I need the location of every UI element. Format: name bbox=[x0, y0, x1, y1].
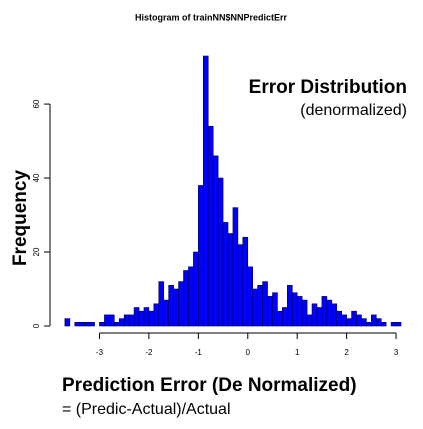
bar bbox=[123, 314, 130, 327]
annotation: Error Distribution bbox=[249, 77, 407, 98]
bar bbox=[247, 266, 254, 327]
y-tick-label: 40 bbox=[32, 173, 41, 182]
annotation: (denormalized) bbox=[300, 102, 407, 119]
bar bbox=[336, 310, 342, 327]
bar bbox=[375, 318, 382, 327]
bar bbox=[306, 314, 313, 327]
bar bbox=[158, 281, 165, 327]
bar bbox=[153, 303, 160, 327]
bar bbox=[301, 299, 308, 327]
bar bbox=[188, 266, 194, 327]
bar bbox=[104, 314, 110, 327]
bar bbox=[390, 322, 397, 327]
bar bbox=[252, 288, 258, 327]
bar bbox=[109, 314, 115, 327]
x-axis-label: Prediction Error (De Normalized) bbox=[62, 375, 357, 396]
bar bbox=[89, 322, 95, 327]
bar bbox=[193, 251, 199, 327]
bar bbox=[277, 310, 283, 327]
bar bbox=[282, 307, 288, 327]
y-axis-label: Frequency bbox=[10, 170, 31, 267]
bar bbox=[311, 303, 318, 327]
x-tick-label: -2 bbox=[145, 348, 153, 357]
bar bbox=[178, 281, 184, 327]
bar bbox=[296, 296, 303, 327]
bar bbox=[79, 322, 85, 327]
x-tick-label: -3 bbox=[96, 348, 104, 357]
x-tick-label: 2 bbox=[344, 348, 349, 357]
bar bbox=[326, 299, 333, 327]
bar bbox=[222, 222, 229, 327]
x-tick-label: 3 bbox=[394, 348, 399, 357]
x-tick-label: -1 bbox=[195, 348, 203, 357]
y-tick-label: 60 bbox=[32, 99, 41, 108]
bar bbox=[99, 322, 105, 327]
bar bbox=[212, 155, 219, 327]
bar bbox=[356, 314, 362, 327]
bar bbox=[272, 292, 278, 327]
chart-title: Histogram of trainNN$NNPredictErr bbox=[135, 12, 288, 22]
bar bbox=[133, 307, 140, 327]
bar bbox=[316, 307, 323, 327]
bar bbox=[148, 310, 155, 327]
bar bbox=[321, 296, 328, 327]
bar bbox=[138, 310, 145, 327]
bar bbox=[128, 314, 135, 327]
y-tick-label: 0 bbox=[32, 323, 41, 328]
bar bbox=[168, 285, 174, 327]
bar bbox=[64, 318, 71, 327]
bar bbox=[237, 244, 244, 327]
x-axis-sublabel: = (Predic-Actual)/Actual bbox=[62, 401, 231, 418]
bar bbox=[227, 233, 234, 327]
bar bbox=[207, 125, 214, 327]
bar bbox=[341, 314, 347, 327]
bar bbox=[217, 177, 224, 327]
bar bbox=[366, 322, 372, 327]
bar bbox=[361, 318, 367, 327]
bar bbox=[114, 322, 120, 327]
bar bbox=[257, 285, 263, 327]
bar bbox=[262, 281, 268, 327]
bar bbox=[202, 55, 209, 327]
bar bbox=[118, 318, 125, 327]
bar bbox=[395, 322, 402, 327]
bar bbox=[331, 303, 338, 327]
y-tick-label: 20 bbox=[32, 247, 41, 256]
x-tick-label: 1 bbox=[295, 348, 300, 357]
bar bbox=[232, 207, 239, 327]
x-tick-label: 0 bbox=[246, 348, 251, 357]
bar bbox=[380, 322, 387, 327]
bar bbox=[371, 314, 377, 327]
bar bbox=[267, 296, 273, 327]
bar bbox=[84, 322, 90, 327]
bar bbox=[242, 236, 249, 327]
bar bbox=[173, 288, 179, 327]
bar bbox=[346, 318, 352, 327]
bar bbox=[143, 307, 150, 327]
bar bbox=[183, 270, 189, 327]
bar bbox=[163, 299, 169, 327]
bar bbox=[198, 185, 204, 327]
bar bbox=[351, 310, 357, 327]
bar bbox=[287, 285, 293, 327]
bar bbox=[74, 322, 81, 327]
bar bbox=[291, 292, 298, 327]
